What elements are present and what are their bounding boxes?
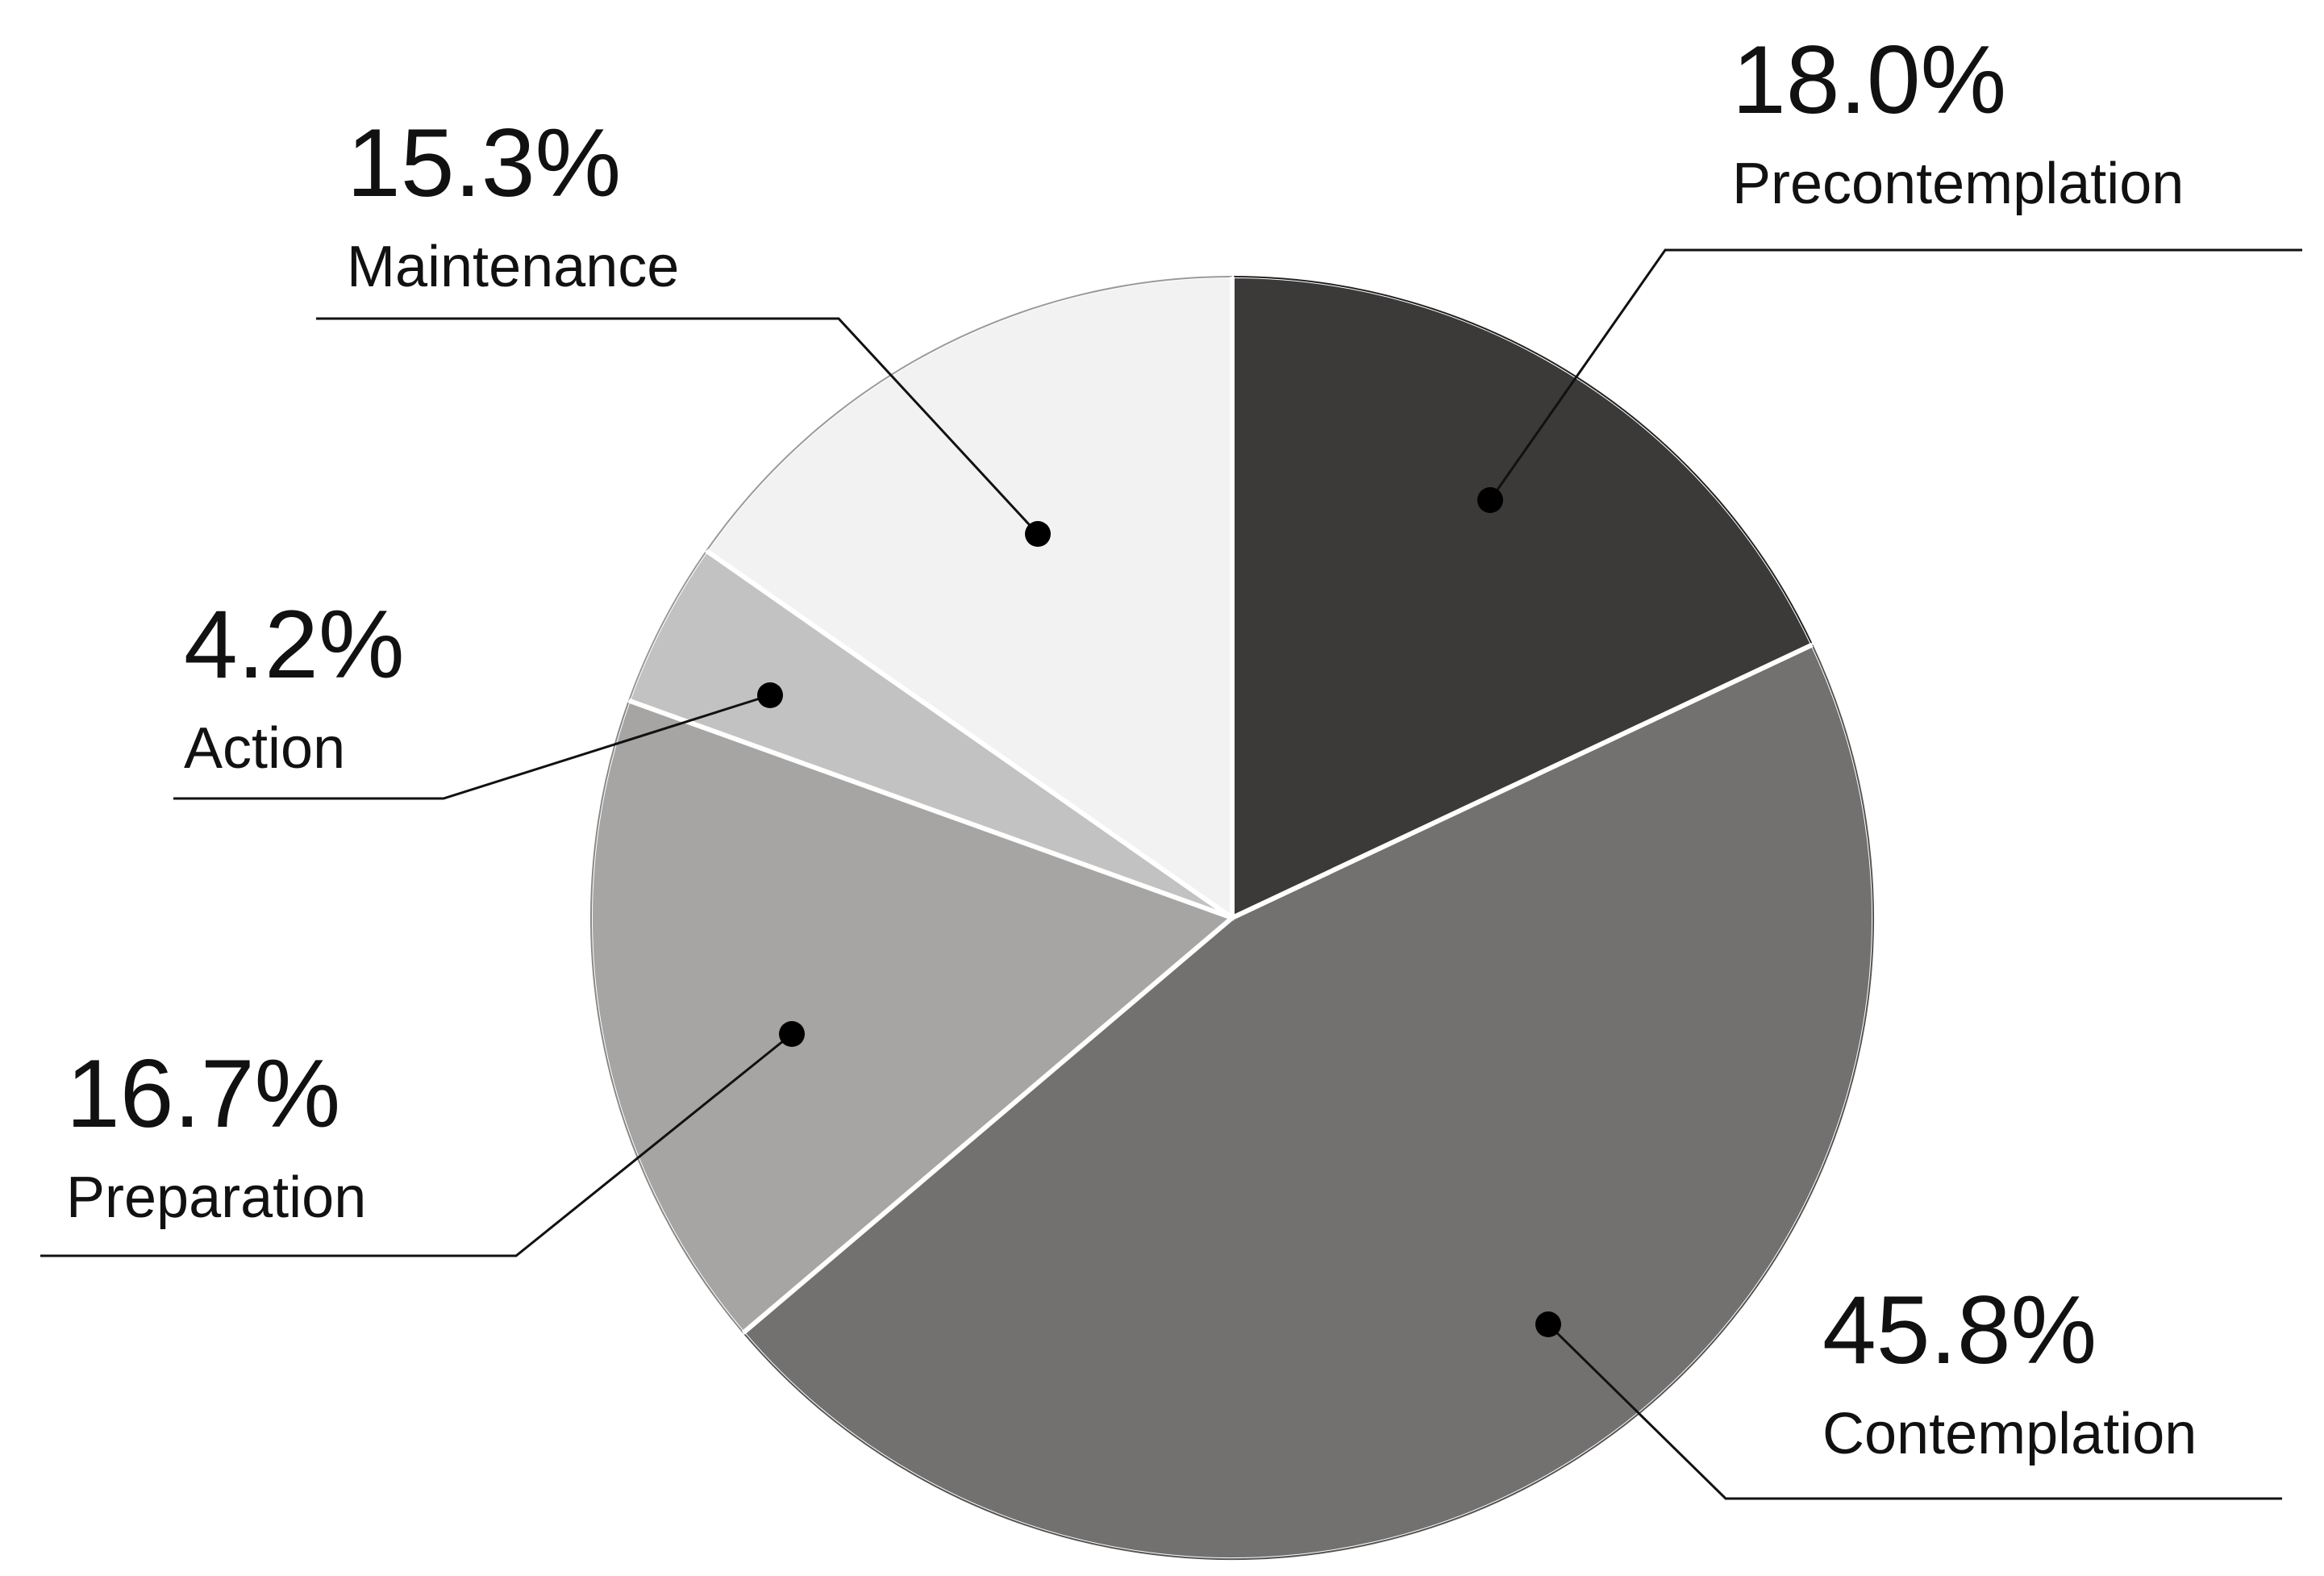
- pie-slice-edge-contemplation: [743, 644, 1874, 1560]
- value-label-maintenance: 15.3%: [347, 109, 621, 217]
- leader-line-contemplation: [1547, 1323, 2282, 1500]
- value-label-preparation: 16.7%: [66, 1040, 340, 1148]
- leader-dot-contemplation: [1535, 1311, 1561, 1337]
- category-label-preparation: Preparation: [66, 1165, 366, 1230]
- leader-line-preparation: [40, 1032, 793, 1257]
- leader-dot-action: [757, 682, 783, 708]
- slice-separator: [705, 548, 1234, 920]
- slice-separator: [741, 915, 1234, 1335]
- leader-line-precontemplation: [1489, 248, 2302, 501]
- value-label-contemplation: 45.8%: [1822, 1276, 2097, 1384]
- leader-dot-maintenance: [1025, 521, 1051, 547]
- category-label-contemplation: Contemplation: [1822, 1402, 2197, 1466]
- pie-slice-edge-action: [628, 550, 707, 702]
- slice-separator: [1231, 642, 1814, 920]
- category-label-precontemplation: Precontemplation: [1732, 152, 2184, 216]
- slice-labels: 18.0% Precontemplation 45.8% Contemplation 1…: [66, 26, 2197, 1466]
- category-label-action: Action: [184, 716, 345, 781]
- category-label-maintenance: Maintenance: [347, 235, 679, 299]
- leader-dot-preparation: [779, 1021, 805, 1047]
- leader-dot-precontemplation: [1477, 487, 1503, 513]
- value-label-precontemplation: 18.0%: [1732, 26, 2006, 134]
- leader-line-maintenance: [316, 317, 1039, 536]
- pie-slice-edge-maintenance: [706, 276, 1233, 552]
- leader-line-action: [173, 694, 771, 800]
- value-label-action: 4.2%: [184, 590, 405, 698]
- leader-lines: [40, 248, 2302, 1500]
- pie-slices: [589, 274, 1875, 1561]
- slice-separator: [627, 698, 1234, 920]
- pie-slice-edge-preparation: [590, 700, 744, 1334]
